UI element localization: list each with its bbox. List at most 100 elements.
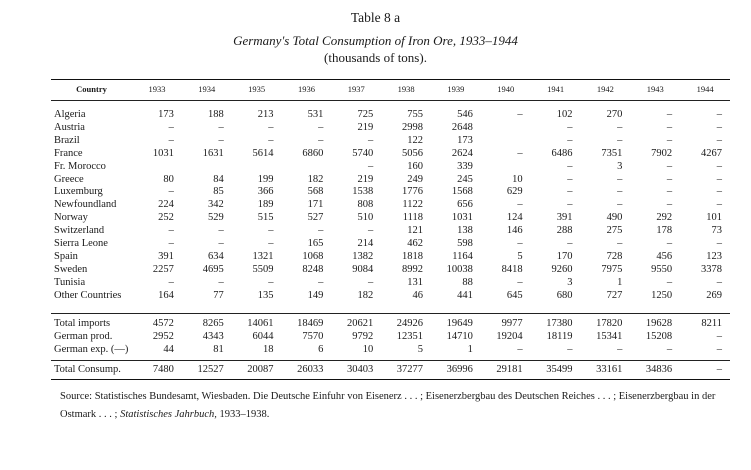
- value-cell: 219: [357, 173, 374, 185]
- value-cell: 725: [357, 109, 374, 120]
- value-cell: –: [716, 238, 722, 250]
- year-header: 1938: [397, 84, 415, 94]
- value-cell: 252: [158, 212, 174, 224]
- value-cell: –: [666, 121, 673, 133]
- source-note: Source: Statistisches Bundesamt, Wiesbad…: [60, 388, 730, 424]
- country-cell: Greece: [54, 173, 84, 185]
- value-cell: –: [567, 343, 573, 355]
- value-cell: –: [367, 134, 374, 146]
- value-cell: –: [268, 121, 274, 133]
- value-cell: 1631: [202, 147, 224, 159]
- value-cell: 456: [656, 250, 673, 262]
- value-cell: 17380: [546, 318, 573, 329]
- value-cell: 15208: [645, 330, 673, 342]
- value-cell: –: [168, 225, 174, 237]
- value-cell: –: [567, 199, 573, 211]
- value-cell: 462: [407, 238, 424, 250]
- total-rows: Total Consump. 7480 12527 20087 26033 30403 37…: [51, 364, 730, 377]
- value-cell: 2998: [402, 121, 424, 133]
- value-cell: 249: [407, 173, 424, 185]
- table-title: Germany's Total Consumption of Iron Ore,…: [233, 33, 518, 48]
- value-cell: –: [666, 343, 673, 355]
- year-header: 1942: [596, 84, 614, 94]
- table-row: Fr. Morocco – 160 339 – 3 – –: [51, 161, 730, 174]
- value-cell: 441: [457, 289, 473, 301]
- country-cell: Luxemburg: [54, 186, 103, 198]
- table-row: German exp. (—) 44 81 18 6 10 5 1 – – – – –: [51, 344, 730, 357]
- value-cell: 24926: [396, 318, 424, 329]
- value-cell: –: [367, 225, 374, 237]
- year-header: 1934: [198, 84, 216, 94]
- year-header: 1940: [497, 84, 515, 94]
- value-cell: 510: [357, 212, 374, 224]
- value-cell: 12351: [396, 330, 424, 342]
- value-cell: 598: [457, 238, 473, 250]
- value-cell: 84: [213, 173, 224, 185]
- value-cell: 188: [207, 109, 224, 120]
- table-row: Sierra Leone – – – 165 214 462 598 – – – – –: [51, 238, 730, 251]
- value-cell: 808: [357, 199, 374, 211]
- value-cell: –: [716, 276, 722, 288]
- value-cell: –: [567, 121, 573, 133]
- value-cell: –: [168, 238, 174, 250]
- table-row: Newfoundland 224 342 189 171 808 1122 656 – – – – –: [51, 199, 730, 212]
- value-cell: 4695: [202, 263, 224, 275]
- country-cell: Brazil: [54, 134, 80, 146]
- table-row: Tunisia – – – – – 131 88 – 3 1 – –: [51, 277, 730, 290]
- value-cell: –: [716, 134, 722, 146]
- value-cell: 1776: [402, 186, 424, 198]
- country-cell: Total imports: [54, 318, 111, 329]
- value-cell: –: [567, 160, 573, 172]
- value-cell: 46: [412, 289, 424, 301]
- value-cell: –: [268, 134, 274, 146]
- country-cell: Sierra Leone: [54, 238, 108, 250]
- value-cell: –: [716, 364, 722, 375]
- country-cell: Tunisia: [54, 276, 86, 288]
- country-cell: Algeria: [54, 109, 86, 120]
- value-cell: –: [517, 276, 523, 288]
- value-cell: 1164: [452, 250, 473, 262]
- value-cell: –: [268, 276, 274, 288]
- value-cell: 6: [318, 343, 324, 355]
- value-cell: –: [666, 238, 673, 250]
- value-cell: 171: [307, 199, 324, 211]
- value-cell: 131: [407, 276, 424, 288]
- value-cell: 288: [556, 225, 573, 237]
- value-cell: 123: [706, 250, 722, 262]
- value-cell: –: [168, 276, 174, 288]
- value-cell: –: [666, 276, 673, 288]
- value-cell: 18469: [297, 318, 324, 329]
- value-cell: 19204: [496, 330, 523, 342]
- country-cell: Total Consump.: [54, 364, 121, 375]
- value-cell: 164: [158, 289, 174, 301]
- value-cell: 5: [517, 250, 523, 262]
- value-cell: 36996: [446, 364, 473, 375]
- table-row: Luxemburg – 85 366 568 1538 1776 1568 629 – – – –: [51, 186, 730, 199]
- value-cell: –: [218, 225, 224, 237]
- value-cell: –: [716, 186, 722, 198]
- value-cell: –: [666, 186, 673, 198]
- source-suffix: 1933–1938.: [216, 409, 270, 420]
- value-cell: –: [666, 199, 673, 211]
- table-row: Total Consump. 7480 12527 20087 26033 30403 37…: [51, 364, 730, 377]
- value-cell: 10: [512, 173, 523, 185]
- country-cell: Sweden: [54, 263, 88, 275]
- value-cell: 546: [457, 109, 473, 120]
- value-cell: 269: [706, 289, 722, 301]
- year-header: 1941: [547, 84, 565, 94]
- value-cell: –: [716, 330, 722, 342]
- value-cell: –: [617, 186, 623, 198]
- country-cell: German prod.: [54, 330, 113, 342]
- value-cell: 121: [407, 225, 424, 237]
- value-cell: 26033: [297, 364, 324, 375]
- value-cell: 1818: [402, 250, 424, 262]
- value-cell: –: [716, 199, 722, 211]
- value-cell: 3378: [701, 263, 722, 275]
- value-cell: 173: [457, 134, 473, 146]
- header-row: Country 1933 1934 1935 1936 1937 1938 1939 1940…: [51, 81, 730, 97]
- value-cell: 490: [606, 212, 623, 224]
- value-cell: 19628: [645, 318, 673, 329]
- value-cell: [132, 161, 182, 174]
- value-cell: 728: [606, 250, 623, 262]
- value-cell: 656: [457, 199, 473, 211]
